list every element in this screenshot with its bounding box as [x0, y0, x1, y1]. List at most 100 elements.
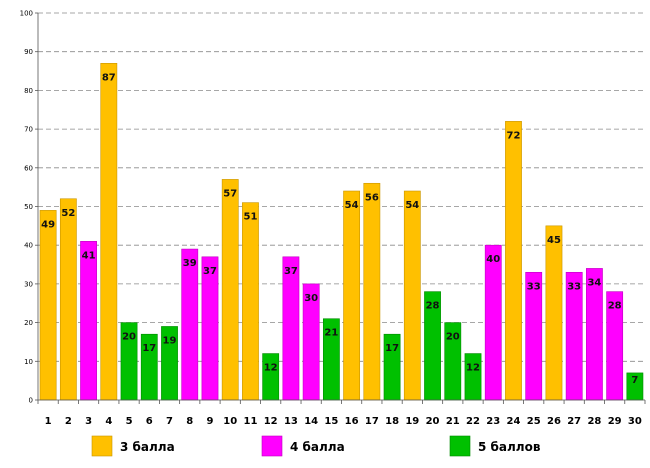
- bar: [403, 190, 421, 401]
- data-label: 34: [587, 277, 601, 288]
- legend-swatch-4: [261, 435, 283, 457]
- y-tick-label: 30: [24, 280, 33, 288]
- x-tick-label: 27: [567, 416, 581, 427]
- bar: [363, 182, 381, 401]
- x-tick-label: 3: [85, 416, 92, 427]
- data-label: 17: [385, 343, 399, 354]
- legend: 3 балла 4 балла 5 баллов: [91, 435, 541, 457]
- x-tick-label: 20: [426, 416, 440, 427]
- data-label: 54: [345, 200, 359, 211]
- data-label: 12: [264, 363, 278, 374]
- bar: [262, 353, 280, 401]
- data-label: 21: [324, 328, 338, 339]
- bar: [59, 198, 77, 401]
- x-tick-label: 5: [126, 416, 133, 427]
- data-label: 54: [405, 200, 419, 211]
- x-tick-label: 29: [608, 416, 622, 427]
- y-tick-label: 40: [24, 242, 33, 250]
- x-tick-label: 12: [264, 416, 278, 427]
- data-label: 39: [183, 258, 197, 269]
- y-tick-label: 100: [20, 10, 33, 18]
- data-label: 12: [466, 363, 480, 374]
- x-tick-label: 4: [105, 416, 112, 427]
- x-tick-label: 9: [206, 416, 213, 427]
- x-tick-label: 28: [587, 416, 601, 427]
- bar: [484, 244, 502, 401]
- legend-label-5: 5 баллов: [478, 440, 541, 454]
- x-tick-label: 22: [466, 416, 480, 427]
- x-tick-label: 30: [628, 416, 642, 427]
- x-tick-label: 7: [166, 416, 173, 427]
- data-label: 19: [163, 335, 177, 346]
- x-tick-label: 23: [486, 416, 500, 427]
- legend-swatch-3: [91, 435, 113, 457]
- x-tick-label: 14: [304, 416, 318, 427]
- x-tick-label: 21: [446, 416, 460, 427]
- data-label: 56: [365, 192, 379, 203]
- x-tick-label: 1: [45, 416, 52, 427]
- bars: 49 52 41 87 20 17 19 39 37 57 51 12 37 30 21 54 56 17 54 28…: [39, 63, 644, 401]
- data-label: 28: [608, 301, 622, 312]
- x-axis: 1 2 3 4 5 6 7 8 9 10 11 12 13 14 15 16 17 18 19 20 21 22 23 24 2…: [37, 399, 646, 427]
- data-label: 20: [446, 332, 460, 343]
- bar: [201, 256, 219, 401]
- x-tick-label: 24: [507, 416, 521, 427]
- data-label: 45: [547, 235, 561, 246]
- y-tick-label: 90: [24, 48, 33, 56]
- legend-label-3: 3 балла: [120, 440, 175, 454]
- y-tick-label: 80: [24, 87, 33, 95]
- data-label: 52: [61, 208, 75, 219]
- bar: [39, 210, 57, 401]
- bar: [242, 202, 259, 401]
- x-tick-label: 10: [223, 416, 237, 427]
- y-tick-label: 20: [24, 319, 33, 327]
- y-tick-label: 60: [24, 164, 33, 172]
- bar: [181, 248, 199, 401]
- x-tick-label: 2: [65, 416, 72, 427]
- data-label: 28: [426, 301, 440, 312]
- data-label: 57: [223, 188, 237, 199]
- x-tick-label: 17: [365, 416, 379, 427]
- y-tick-label: 50: [24, 203, 33, 211]
- data-label: 33: [527, 281, 541, 292]
- bar: [80, 241, 97, 401]
- bar: [282, 256, 300, 401]
- data-label: 37: [284, 266, 298, 277]
- x-tick-label: 16: [345, 416, 359, 427]
- data-label: 37: [203, 266, 217, 277]
- x-tick-label: 19: [405, 416, 419, 427]
- gridlines: [38, 12, 645, 362]
- x-tick-label: 18: [385, 416, 399, 427]
- y-tick-label: 0: [29, 397, 33, 405]
- x-tick-label: 11: [243, 416, 257, 427]
- data-label: 40: [486, 254, 500, 265]
- legend-swatch-5: [449, 435, 471, 457]
- data-label: 41: [82, 250, 96, 261]
- bar: [100, 63, 118, 401]
- data-label: 30: [304, 293, 318, 304]
- data-label: 7: [631, 375, 638, 386]
- bar: [545, 225, 563, 401]
- legend-label-4: 4 балла: [290, 440, 345, 454]
- data-label: 20: [122, 332, 136, 343]
- bar: [343, 190, 361, 401]
- y-axis: 0 10 20 30 40 50 60 70 80 90 100: [20, 10, 39, 405]
- x-tick-label: 26: [547, 416, 561, 427]
- bar: [221, 179, 239, 401]
- x-tick-label: 15: [324, 416, 338, 427]
- y-tick-label: 10: [24, 358, 33, 366]
- data-label: 17: [142, 343, 156, 354]
- x-tick-label: 8: [186, 416, 193, 427]
- data-label: 87: [102, 72, 116, 83]
- y-tick-label: 70: [24, 126, 33, 134]
- bar: [505, 121, 522, 401]
- x-tick-label: 6: [146, 416, 153, 427]
- x-tick-label: 13: [284, 416, 298, 427]
- data-label: 49: [41, 219, 55, 230]
- data-label: 51: [243, 212, 257, 223]
- data-label: 33: [567, 281, 581, 292]
- bar: [464, 353, 482, 401]
- data-label: 72: [507, 130, 521, 141]
- x-tick-label: 25: [527, 416, 541, 427]
